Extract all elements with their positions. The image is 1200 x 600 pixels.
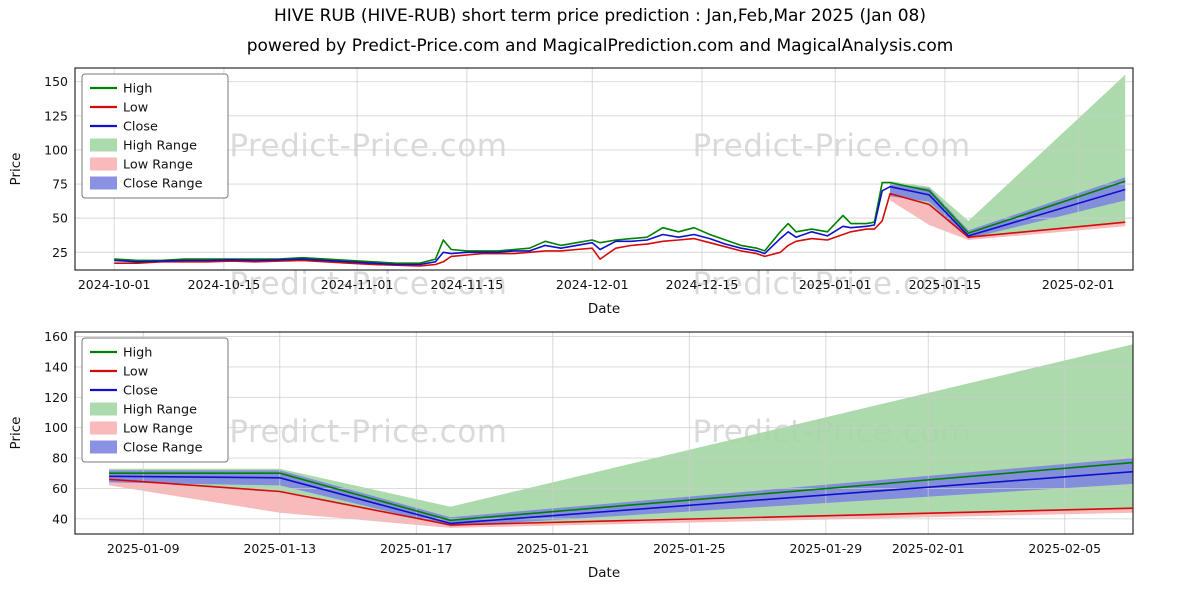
y-tick-label: 140: [44, 359, 68, 374]
high-range-band: [109, 344, 1134, 525]
y-axis-label: Price: [8, 417, 24, 450]
x-tick-label: 2025-02-01: [892, 541, 965, 556]
close_range-legend-swatch: [90, 440, 117, 454]
legend-label: Low: [123, 101, 148, 116]
high-range-band: [890, 74, 1126, 238]
x-tick-label: 2024-12-01: [556, 277, 629, 292]
x-axis-label: Date: [588, 565, 620, 581]
watermark-row-top: Predict-Price.com Predict-Price.com: [0, 128, 1200, 164]
price-lines: [109, 461, 1134, 526]
x-tick-label: 2025-01-15: [909, 277, 982, 292]
watermark-text: Predict-Price.com: [692, 266, 971, 302]
x-tick-label: 2025-01-01: [799, 277, 872, 292]
x-tick-label: 2025-01-09: [107, 541, 180, 556]
range-bands: [890, 74, 1126, 240]
high-line: [109, 461, 1134, 522]
x-tick-label: 2024-10-15: [188, 277, 261, 292]
low-line: [109, 478, 1134, 526]
watermark-text: Predict-Price.com: [229, 414, 508, 450]
y-tick-label: 80: [52, 451, 68, 466]
low-line: [114, 192, 1126, 267]
high-line: [114, 180, 1126, 264]
y-tick-label: 160: [44, 329, 68, 344]
y-tick-label: 40: [52, 511, 68, 526]
legend-box: [81, 337, 229, 463]
x-tick-label: 2024-11-15: [431, 277, 504, 292]
legend-label: Low: [123, 365, 148, 380]
low_range-legend-swatch: [90, 421, 117, 435]
range-bands: [109, 344, 1134, 528]
gridlines: [75, 332, 1133, 534]
legend-label: Close: [123, 384, 158, 399]
legend: High Low Close High Range Low Range Close Ran…: [81, 73, 229, 199]
y-tick-label: 60: [52, 481, 68, 496]
x-tick-label: 2025-01-29: [790, 541, 863, 556]
high_range-legend-swatch: [90, 138, 117, 152]
y-tick-label: 100: [44, 420, 68, 435]
legend-label: Close Range: [123, 177, 203, 192]
low_range-legend-swatch: [90, 157, 117, 171]
gridlines: [75, 68, 1133, 270]
x-tick-label: 2025-01-17: [380, 541, 453, 556]
legend-label: High: [123, 82, 152, 97]
x-tick-label: 2024-12-15: [666, 277, 739, 292]
legend-box: [81, 73, 229, 199]
y-tick-label: 75: [52, 177, 68, 192]
y-tick-label: 100: [44, 142, 68, 157]
x-axis-label: Date: [588, 301, 620, 317]
y-tick-label: 125: [44, 108, 68, 123]
legend-label: High: [123, 346, 152, 361]
x-tick-label: 2025-01-21: [516, 541, 589, 556]
y-tick-label: 25: [52, 245, 68, 260]
page-title: HIVE RUB (HIVE-RUB) short term price pre…: [274, 6, 926, 26]
x-tick-label: 2025-01-25: [653, 541, 726, 556]
plot-border: [74, 67, 1134, 271]
top-price-chart: 25 50 75 100 125 150 2024-10-01 2024-10-15 2024-…: [8, 67, 1134, 317]
x-tick-label: 2025-02-05: [1028, 541, 1101, 556]
close_range-legend-swatch: [90, 176, 117, 190]
y-tick-label: 50: [52, 211, 68, 226]
legend-label: Low Range: [123, 422, 193, 437]
y-tick-label: 150: [44, 74, 68, 89]
close-line: [114, 185, 1126, 266]
legend-label: Low Range: [123, 158, 193, 173]
y-axis-label: Price: [8, 153, 24, 186]
x-tick-label: 2024-11-01: [321, 277, 394, 292]
high_range-legend-swatch: [90, 402, 117, 416]
x-tick-label: 2025-01-13: [243, 541, 316, 556]
page-subtitle: powered by Predict-Price.com and Magical…: [246, 36, 954, 56]
watermark-text: Predict-Price.com: [229, 128, 508, 164]
legend-label: High Range: [123, 403, 197, 418]
low-range-band: [109, 479, 1134, 528]
bottom-prediction-chart: 40 60 80 100 120 140 160 2025-01-09 2025-01-13 20…: [8, 329, 1134, 581]
y-tick-label: 120: [44, 390, 68, 405]
legend-label: Close: [123, 120, 158, 135]
x-tick-label: 2024-10-01: [78, 277, 151, 292]
legend: High Low Close High Range Low Range Close Ran…: [81, 337, 229, 463]
watermark-text: Predict-Price.com: [692, 128, 971, 164]
plot-border: [74, 331, 1134, 535]
price-lines: [114, 180, 1126, 267]
watermark-text: Predict-Price.com: [229, 266, 508, 302]
watermark-row-middle: Predict-Price.com Predict-Price.com: [0, 266, 1200, 302]
x-tick-label: 2025-02-01: [1042, 277, 1115, 292]
legend-label: Close Range: [123, 441, 203, 456]
legend-label: High Range: [123, 139, 197, 154]
close-line: [109, 470, 1134, 525]
